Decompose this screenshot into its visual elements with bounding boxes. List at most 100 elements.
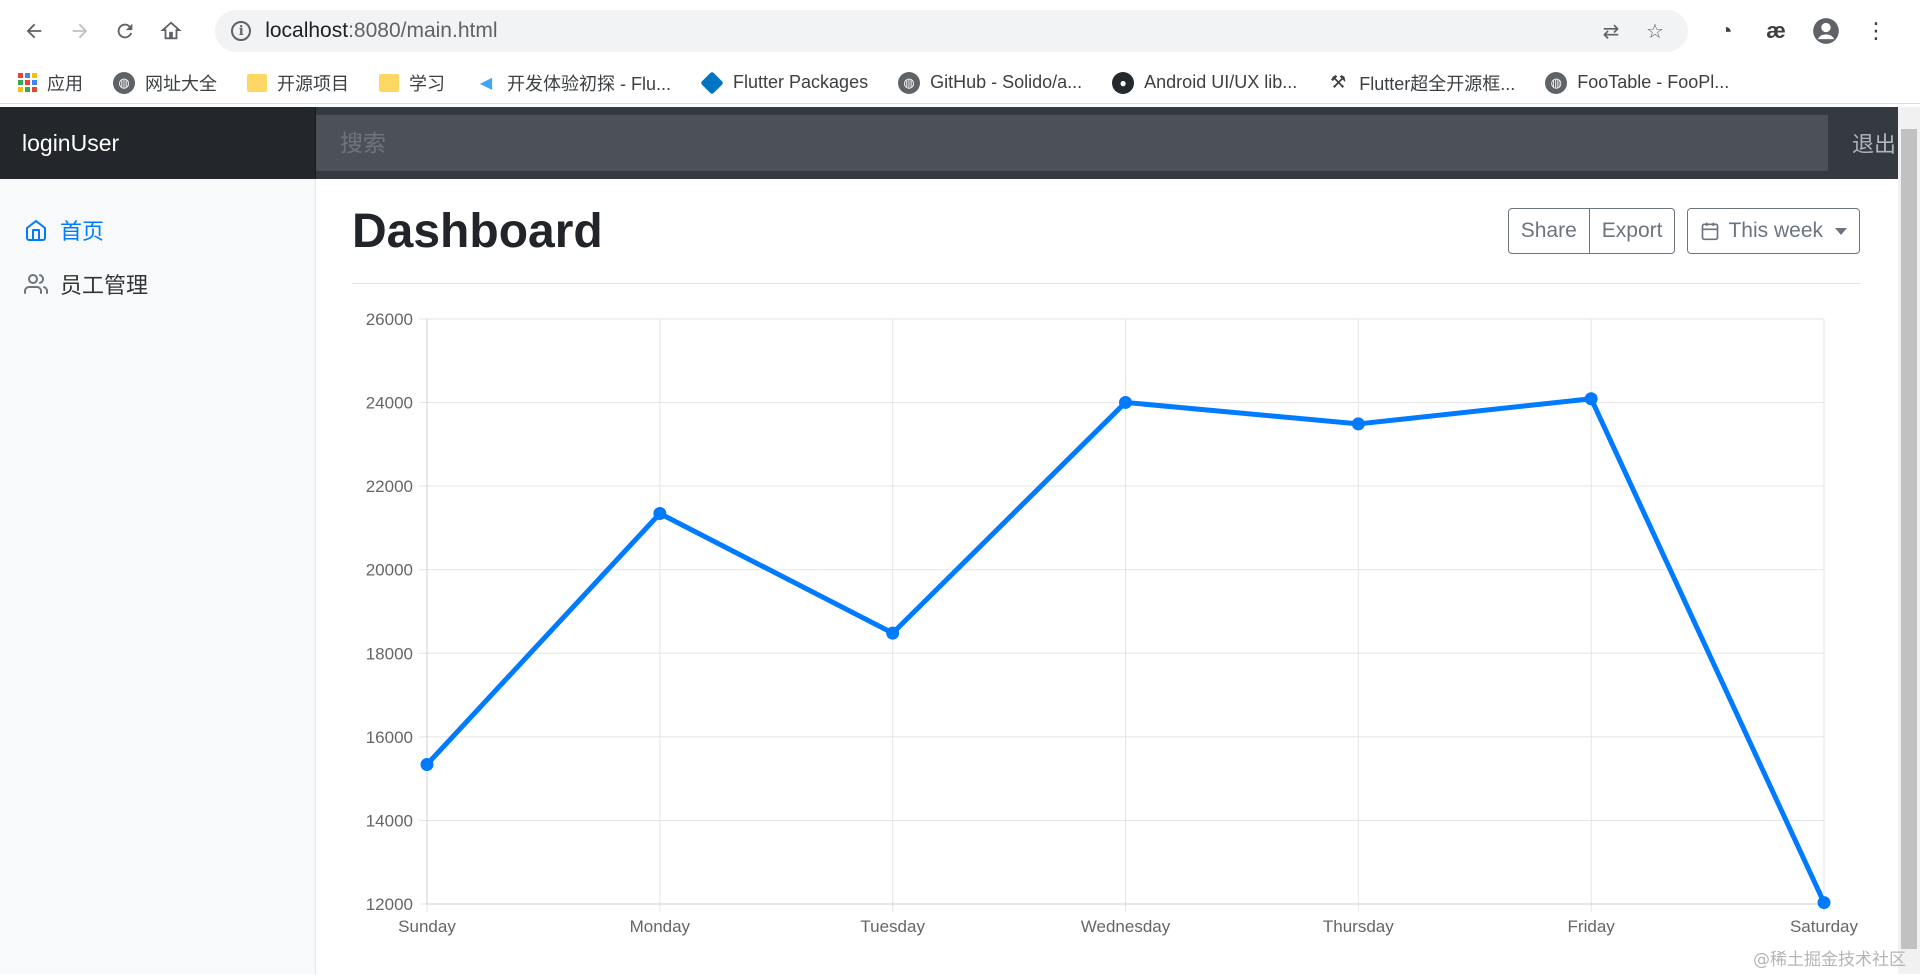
data-point (887, 627, 899, 639)
y-tick-label: 18000 (366, 644, 413, 663)
y-tick-label: 26000 (366, 310, 413, 329)
reload-button[interactable] (106, 11, 146, 51)
url-path: :8080/main.html (348, 19, 497, 42)
data-point (1352, 418, 1364, 430)
globe-icon: ◍ (1545, 72, 1567, 94)
users-icon (24, 272, 48, 296)
y-tick-label: 14000 (366, 811, 413, 830)
x-tick-label: Tuesday (860, 917, 925, 936)
browser-toolbar: i localhost:8080/main.html ⇄ ☆ ◔ æ ⋮ (0, 0, 1920, 62)
translate-icon[interactable]: ⇄ (1594, 14, 1628, 48)
share-button[interactable]: Share (1508, 208, 1590, 254)
y-tick-label: 16000 (366, 728, 413, 747)
export-button[interactable]: Export (1590, 208, 1676, 254)
chart-container: 12000 14000 16000 18000 20000 22000 24000 26000… (352, 299, 1860, 974)
share-export-group: Share Export (1508, 208, 1676, 254)
bookmark-label: FooTable - FooPl... (1577, 72, 1729, 93)
page-header: Dashboard Share Export This week (352, 179, 1860, 284)
navbar: loginUser 退出 (0, 107, 1920, 179)
sidebar: 首页 员工管理 (0, 179, 316, 974)
page-scrollbar[interactable] (1898, 107, 1920, 974)
home-button[interactable] (151, 11, 191, 51)
menu-kebab-icon[interactable]: ⋮ (1856, 11, 1896, 51)
sidebar-item-label: 员工管理 (60, 268, 148, 300)
bookmark-label: 学习 (409, 70, 445, 96)
bookmark-item[interactable]: ● Android UI/UX lib... (1112, 72, 1297, 94)
site-info-icon[interactable]: i (231, 21, 251, 41)
data-point (1120, 396, 1132, 408)
bookmark-label: Flutter超全开源框... (1359, 70, 1515, 96)
app-root: loginUser 退出 首页 员工管理 Dashboard Share Exp… (0, 107, 1920, 974)
x-tick-label: Thursday (1323, 917, 1394, 936)
back-button[interactable] (14, 11, 54, 51)
sidebar-item-employees[interactable]: 员工管理 (0, 257, 315, 311)
data-point (421, 758, 433, 770)
watermark: @稀土掘金技术社区 (1753, 945, 1906, 970)
folder-icon (379, 74, 399, 92)
header-actions: Share Export This week (1508, 208, 1860, 254)
home-icon (24, 218, 48, 242)
bookmark-label: 开源项目 (277, 70, 349, 96)
sidebar-item-home[interactable]: 首页 (0, 203, 315, 257)
flutter-icon: ◀ (475, 72, 497, 94)
url-host: localhost (265, 19, 348, 42)
forward-button[interactable] (60, 11, 100, 51)
globe-icon: ◍ (113, 72, 135, 94)
line-chart: 12000 14000 16000 18000 20000 22000 24000 26000… (352, 299, 1860, 974)
x-tick-label: Friday (1568, 917, 1616, 936)
arrow-right-icon (69, 20, 91, 42)
profile-icon[interactable] (1806, 11, 1846, 51)
y-tick-label: 20000 (366, 561, 413, 580)
bookmark-label: 开发体验初探 - Flu... (507, 70, 671, 96)
x-tick-label: Monday (630, 917, 691, 936)
bookmark-folder[interactable]: 开源项目 (247, 70, 349, 96)
data-point (654, 508, 666, 520)
sidebar-item-label: 首页 (60, 214, 104, 246)
bookmark-item[interactable]: ◀ 开发体验初探 - Flu... (475, 70, 671, 96)
extension-speed-icon[interactable]: ◔ (1706, 11, 1746, 51)
bookmark-label: Flutter Packages (733, 72, 868, 93)
bookmark-label: Android UI/UX lib... (1144, 72, 1297, 93)
bookmark-item[interactable]: Flutter Packages (701, 72, 868, 94)
apps-icon (18, 73, 37, 92)
bookmark-item[interactable]: ◍ GitHub - Solido/a... (898, 72, 1082, 94)
folder-icon (247, 74, 267, 92)
url-text[interactable]: localhost:8080/main.html (265, 19, 1584, 43)
extension-ae-icon[interactable]: æ (1756, 11, 1796, 51)
star-icon[interactable]: ☆ (1638, 14, 1672, 48)
reload-icon (114, 20, 136, 42)
scrollbar-thumb[interactable] (1901, 129, 1917, 949)
bookmark-item[interactable]: ◍ FooTable - FooPl... (1545, 72, 1729, 94)
calendar-icon (1700, 221, 1720, 241)
brand[interactable]: loginUser (0, 107, 316, 179)
github-icon: ● (1112, 72, 1134, 94)
bookmark-label: 网址大全 (145, 70, 217, 96)
bookmark-item[interactable]: ◍ 网址大全 (113, 70, 217, 96)
bookmark-label: GitHub - Solido/a... (930, 72, 1082, 93)
search-input[interactable] (316, 115, 1828, 171)
arrow-left-icon (23, 20, 45, 42)
x-tick-label: Wednesday (1081, 917, 1171, 936)
home-outline-icon (160, 20, 182, 42)
y-tick-label: 24000 (366, 394, 413, 413)
y-tick-label: 22000 (366, 477, 413, 496)
data-point (1818, 897, 1830, 909)
bookmark-item[interactable]: ⚒ Flutter超全开源框... (1327, 70, 1515, 96)
date-range-dropdown[interactable]: This week (1687, 208, 1860, 254)
dart-icon (700, 71, 723, 94)
bookmark-folder[interactable]: 学习 (379, 70, 445, 96)
bookmark-label: 应用 (47, 70, 83, 96)
y-tick-label: 12000 (366, 895, 413, 914)
x-tick-label: Sunday (398, 917, 456, 936)
page-title: Dashboard (352, 204, 603, 259)
date-range-label: This week (1728, 219, 1823, 243)
bookmarks-bar: 应用 ◍ 网址大全 开源项目 学习 ◀ 开发体验初探 - Flu... Flut… (0, 62, 1920, 104)
main-content: Dashboard Share Export This week 12000 14… (352, 179, 1860, 974)
bookmark-apps[interactable]: 应用 (18, 70, 83, 96)
hammer-icon: ⚒ (1327, 72, 1349, 94)
x-tick-label: Saturday (1790, 917, 1859, 936)
address-bar[interactable]: i localhost:8080/main.html ⇄ ☆ (215, 10, 1688, 52)
caret-down-icon (1835, 228, 1847, 235)
data-point (1585, 393, 1597, 405)
globe-icon: ◍ (898, 72, 920, 94)
